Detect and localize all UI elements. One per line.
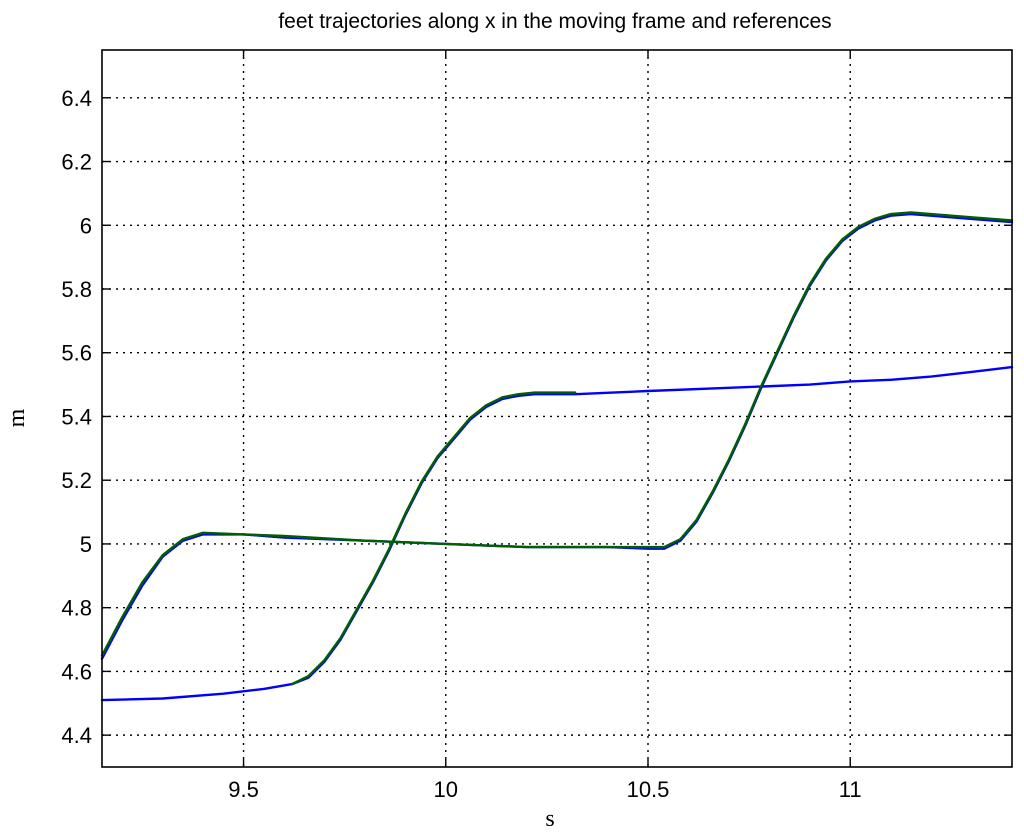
grid-lines — [102, 50, 1012, 767]
y-tick-label: 6.4 — [61, 86, 92, 111]
y-tick-label: 5.6 — [61, 341, 92, 366]
x-tick-label: 11 — [839, 777, 862, 802]
y-tick-label: 6 — [80, 213, 92, 238]
y-tick-label: 6.2 — [61, 150, 92, 175]
y-axis-label: m — [4, 408, 30, 427]
y-tick-label: 5.2 — [61, 468, 92, 493]
x-tick-label: 9.5 — [228, 777, 259, 802]
series-lines — [100, 211, 1014, 702]
chart-title: feet trajectories along x in the moving … — [278, 10, 831, 33]
y-tick-label: 4.4 — [61, 723, 92, 748]
x-tick-label: 10.5 — [627, 777, 670, 802]
y-tick-label: 4.6 — [61, 659, 92, 684]
y-tick-label: 5 — [80, 532, 92, 557]
x-axis-label: s — [545, 806, 554, 832]
series-line-2 — [100, 212, 1014, 660]
series-line-3 — [100, 211, 1014, 657]
plot-frame — [101, 49, 1013, 768]
axis-ticks: 9.5 10 10.5 11 4.4 4.6 4.8 5 5.2 5.4 5.6 5.8 6 6.2 6.4 — [61, 50, 1012, 802]
x-tick-label: 10 — [434, 777, 458, 802]
y-tick-label: 5.8 — [61, 277, 92, 302]
y-tick-label: 4.8 — [61, 596, 92, 621]
series-line-4 — [290, 391, 577, 686]
y-tick-label: 5.4 — [61, 404, 92, 429]
